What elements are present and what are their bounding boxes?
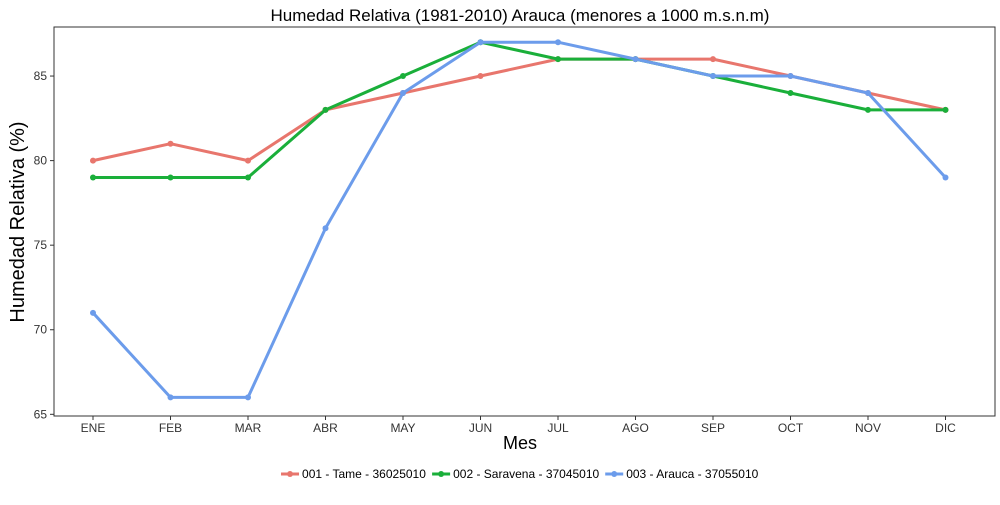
x-tick-label: MAR [235, 421, 262, 435]
series-2-point [245, 174, 251, 181]
series-3-point [555, 39, 561, 46]
series-1-point [90, 157, 96, 164]
series-2-point [555, 56, 561, 63]
series-3-point [400, 89, 406, 96]
series-3-point [90, 309, 96, 316]
series-2-point [90, 174, 96, 181]
series-2-point [787, 89, 794, 96]
series-3-point [710, 73, 716, 80]
legend-label-1: 001 - Tame - 36025010 [302, 467, 426, 481]
series-line-3 [91, 40, 947, 399]
plot-panel-border [53, 26, 996, 417]
legend-key-point-3 [611, 471, 618, 477]
series-line-2 [91, 40, 947, 179]
y-tick-label: 75 [34, 238, 48, 252]
series-2-point [167, 174, 174, 181]
series-3-point [245, 394, 251, 401]
y-tick-label: 70 [34, 323, 48, 337]
x-tick-label: JUN [469, 421, 492, 435]
x-tick-label: JUL [547, 421, 569, 435]
x-tick-label: ENE [81, 421, 106, 435]
series-2-point [942, 106, 949, 113]
series-3-point [942, 174, 949, 181]
series-1-point [245, 157, 251, 164]
x-tick-label: OCT [778, 421, 804, 435]
legend-label-3: 003 - Arauca - 37055010 [626, 467, 758, 481]
series-1-point [167, 140, 174, 147]
y-tick-label: 80 [34, 154, 48, 168]
x-tick-label: FEB [159, 421, 182, 435]
x-tick-label: ABR [313, 421, 338, 435]
series-2-point [865, 106, 871, 113]
x-tick-label: AGO [622, 421, 649, 435]
series-3-point [167, 394, 174, 401]
series-3-point [865, 89, 871, 96]
x-axis-title: Mes [503, 433, 537, 453]
series-2-point [400, 73, 406, 80]
series-3-point [632, 56, 639, 63]
legend: 001 - Tame - 36025010 002 - Saravena - 37… [281, 467, 759, 481]
series-3-point [787, 73, 794, 80]
legend-label-2: 002 - Saravena - 37045010 [453, 467, 599, 481]
series-3-point [477, 39, 484, 46]
x-tick-label: MAY [390, 421, 415, 435]
series-1-point [477, 73, 484, 80]
series-3-point [322, 225, 329, 232]
x-tick-label: NOV [855, 421, 881, 435]
series-1-point [710, 56, 716, 63]
series-2-point [322, 106, 329, 113]
legend-key-point-2 [438, 471, 445, 477]
x-tick-label: SEP [701, 421, 725, 435]
y-axis-title: Humedad Relativa (%) [7, 121, 29, 322]
legend-key-point-1 [287, 471, 294, 477]
x-tick-label: DIC [935, 421, 956, 435]
chart-title: Humedad Relativa (1981-2010) Arauca (men… [271, 6, 770, 25]
y-tick-label: 85 [34, 69, 48, 83]
y-tick-label: 65 [34, 407, 48, 421]
